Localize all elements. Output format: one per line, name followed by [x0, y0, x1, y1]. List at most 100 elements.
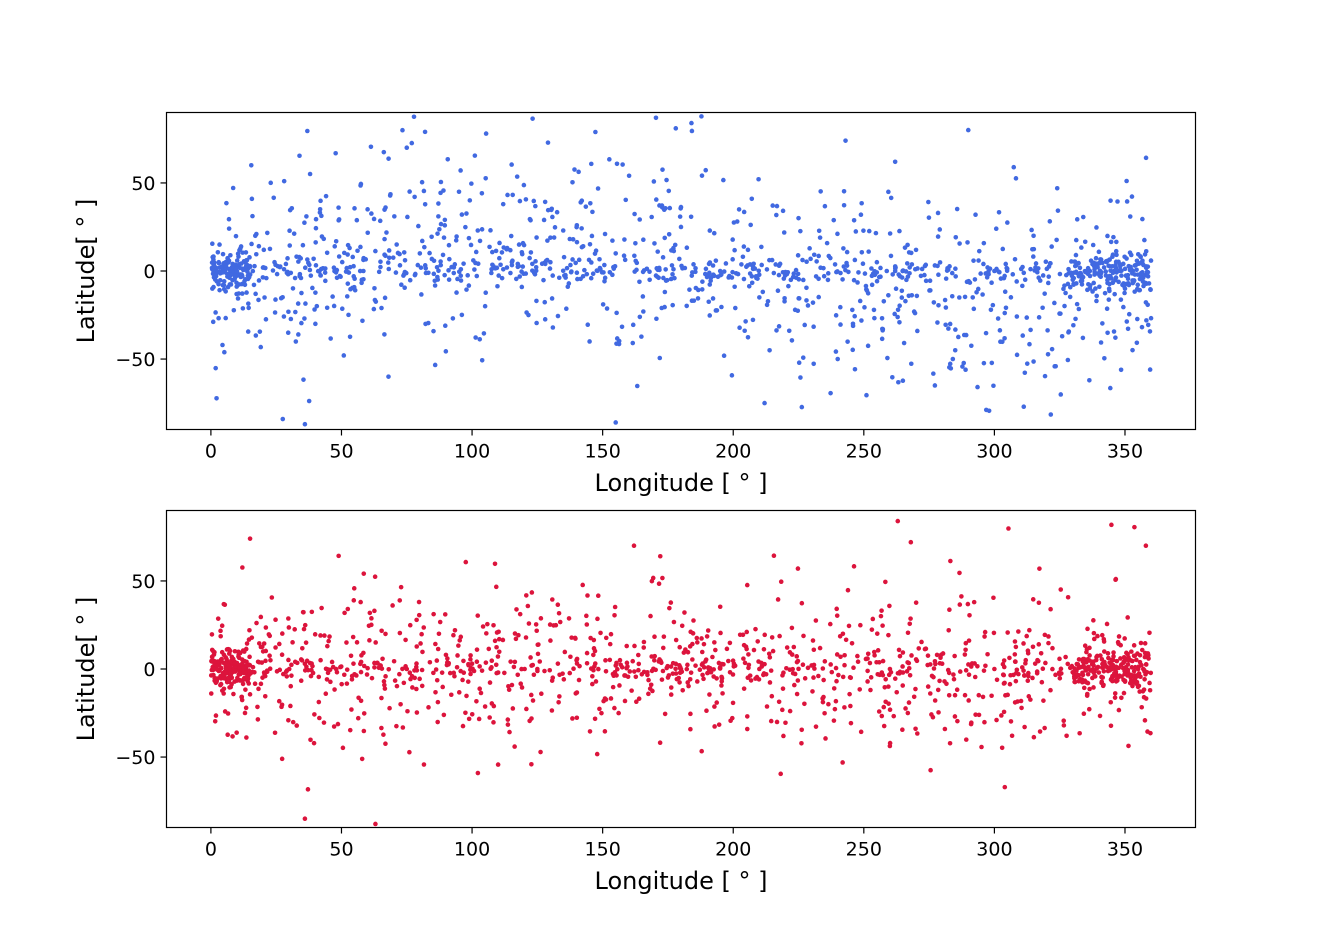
top-data-point [262, 295, 267, 300]
bottom-data-point [831, 718, 837, 723]
bottom-data-point [435, 699, 441, 705]
bottom-data-point [822, 659, 828, 664]
top-data-point [1127, 265, 1133, 271]
top-data-point [216, 281, 221, 287]
top-data-point [1066, 266, 1071, 272]
bottom-data-point [911, 694, 917, 700]
top-data-point [1031, 254, 1036, 259]
top-data-point [358, 244, 363, 250]
top-data-point [213, 272, 218, 278]
bottom-data-point [475, 613, 481, 618]
top-data-point [1069, 259, 1074, 264]
top-data-point [1140, 258, 1145, 264]
bottom-data-point [769, 693, 775, 699]
bottom-data-point [855, 653, 860, 659]
top-data-point [832, 262, 838, 267]
bottom-data-point [331, 724, 337, 729]
bottom-data-point [907, 673, 913, 678]
top-data-point [1010, 272, 1016, 277]
bottom-data-point [660, 668, 666, 674]
bottom-data-point [208, 673, 214, 678]
bottom-data-point [858, 622, 863, 628]
bottom-data-point [560, 671, 565, 676]
bottom-data-point [648, 613, 653, 619]
bottom-data-point [441, 712, 447, 718]
top-data-point [548, 235, 553, 240]
bottom-data-point [236, 672, 242, 677]
bottom-data-point [496, 629, 501, 635]
bottom-data-point [1087, 653, 1092, 658]
top-data-point [252, 263, 257, 269]
bottom-data-point [652, 653, 658, 659]
bottom-data-point [657, 553, 663, 559]
bottom-data-point [213, 713, 219, 718]
top-data-point [861, 228, 866, 233]
bottom-data-point [952, 714, 958, 719]
bottom-data-point [730, 658, 736, 663]
bottom-data-point [525, 603, 531, 609]
top-data-point [811, 361, 816, 367]
x-tick-label: 350 [1107, 839, 1143, 861]
top-data-point [693, 265, 698, 271]
bottom-data-point [279, 704, 284, 710]
top-data-point [229, 265, 235, 270]
top-data-point [706, 261, 712, 267]
bottom-data-point [1046, 634, 1051, 639]
top-data-point [602, 279, 607, 284]
bottom-data-point [846, 623, 852, 629]
bottom-data-point [267, 653, 272, 659]
top-data-point [381, 149, 387, 155]
top-data-point [713, 308, 719, 313]
bottom-data-point [476, 716, 482, 722]
top-data-point [909, 293, 915, 298]
top-data-point [1143, 300, 1149, 305]
top-data-point [285, 256, 290, 261]
top-data-point [912, 310, 918, 316]
top-data-point [416, 223, 421, 229]
bottom-data-point [928, 662, 933, 667]
bottom-data-point [414, 661, 419, 666]
top-data-point [703, 266, 709, 272]
bottom-data-point [1133, 664, 1138, 670]
top-data-point [482, 303, 488, 309]
top-data-point [287, 228, 292, 233]
top-data-point [332, 268, 337, 274]
top-data-point [997, 328, 1003, 333]
bottom-data-point [1112, 695, 1118, 700]
top-data-point [897, 273, 903, 279]
bottom-data-point [487, 680, 493, 685]
bottom-data-point [1118, 656, 1123, 661]
bottom-data-point [350, 634, 356, 640]
top-data-point [907, 265, 912, 270]
top-data-point [344, 268, 350, 274]
bottom-data-point [229, 682, 234, 687]
bottom-data-point [905, 630, 911, 636]
bottom-data-point [1081, 685, 1087, 691]
bottom-data-point [574, 715, 580, 721]
top-data-point [471, 258, 476, 263]
bottom-data-point [658, 658, 663, 664]
x-tick-label: 50 [329, 839, 353, 861]
top-data-point [992, 268, 997, 274]
top-data-point [632, 211, 637, 217]
bottom-data-point [435, 719, 440, 725]
top-data-point [445, 156, 451, 162]
top-data-point [386, 255, 392, 261]
top-data-point [1142, 252, 1148, 257]
top-data-point [721, 177, 726, 183]
bottom-data-point [324, 677, 330, 682]
bottom-data-point [883, 579, 888, 585]
bottom-data-point [619, 664, 625, 670]
top-data-point [240, 291, 245, 296]
bottom-data-point [1119, 674, 1124, 679]
bottom-data-point [576, 677, 582, 683]
top-data-point [700, 279, 705, 284]
top-data-point [463, 224, 468, 230]
bottom-data-point [335, 721, 341, 727]
bottom-data-point [769, 635, 775, 640]
bottom-data-point [671, 619, 677, 625]
bottom-data-point [455, 653, 460, 658]
top-data-point [509, 262, 515, 268]
bottom-data-point [1013, 659, 1018, 664]
top-data-point [747, 262, 753, 267]
